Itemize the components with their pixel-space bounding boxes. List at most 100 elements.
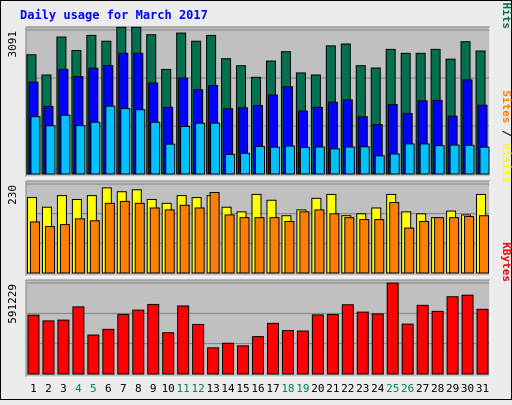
bottom-bar-kbytes-day-25 bbox=[386, 282, 399, 375]
day-label-29: 29 bbox=[446, 382, 459, 395]
middle-bar-sites-day-20 bbox=[314, 209, 325, 274]
middle-bar-sites-day-30 bbox=[464, 216, 475, 274]
middle-bar-sites-day-10 bbox=[164, 209, 175, 274]
top-bar-pages-day-12 bbox=[195, 122, 206, 175]
top-bar-pages-day-5 bbox=[90, 121, 101, 175]
day-label-31: 31 bbox=[476, 382, 489, 395]
top-bar-pages-day-10 bbox=[165, 143, 176, 175]
day-label-11: 11 bbox=[177, 382, 190, 395]
day-label-23: 23 bbox=[356, 382, 369, 395]
top-legend-separator: / bbox=[500, 0, 512, 3]
bottom-bar-kbytes-day-3 bbox=[57, 319, 70, 375]
chart-title: Daily usage for March 2017 bbox=[20, 8, 208, 22]
middle-legend-sites: Sites bbox=[500, 90, 512, 123]
bottom-bar-kbytes-day-19 bbox=[296, 330, 309, 375]
bottom-bar-kbytes-day-21 bbox=[326, 314, 339, 375]
bottom-bar-kbytes-day-22 bbox=[341, 304, 354, 375]
day-label-18: 18 bbox=[281, 382, 294, 395]
top-bar-pages-day-7 bbox=[120, 108, 131, 175]
top-max-label: 3091 bbox=[6, 31, 19, 58]
middle-bar-sites-day-3 bbox=[59, 224, 70, 274]
top-bar-pages-day-21 bbox=[329, 148, 340, 175]
top-bar-pages-day-16 bbox=[255, 146, 265, 175]
bottom-bar-kbytes-day-17 bbox=[266, 322, 279, 375]
bottom-bar-kbytes-day-6 bbox=[102, 328, 115, 375]
middle-bar-sites-day-31 bbox=[479, 215, 490, 274]
day-label-6: 6 bbox=[105, 382, 112, 395]
day-label-9: 9 bbox=[150, 382, 157, 395]
bottom-bar-kbytes-day-14 bbox=[222, 342, 235, 375]
day-label-25: 25 bbox=[386, 382, 399, 395]
middle-legend: Sites / Visits bbox=[500, 90, 512, 183]
bottom-bar-kbytes-day-26 bbox=[401, 323, 414, 375]
top-legend-hits: Hits bbox=[500, 3, 512, 30]
top-bar-pages-day-24 bbox=[374, 155, 385, 175]
bottom-bar-kbytes-day-15 bbox=[237, 345, 250, 375]
middle-max-label: 230 bbox=[6, 185, 19, 205]
middle-bar-sites-day-7 bbox=[119, 200, 130, 274]
middle-bar-sites-day-28 bbox=[434, 217, 445, 274]
top-bar-pages-day-3 bbox=[60, 114, 71, 175]
middle-bar-sites-day-11 bbox=[179, 204, 190, 274]
top-bar-pages-day-13 bbox=[210, 122, 221, 175]
middle-bar-sites-day-12 bbox=[194, 207, 205, 274]
bottom-legend-kbytes: KBytes bbox=[500, 242, 512, 282]
middle-bar-sites-day-14 bbox=[224, 214, 235, 274]
bottom-bar-kbytes-day-24 bbox=[371, 313, 384, 375]
day-label-10: 10 bbox=[162, 382, 175, 395]
top-legend: Pages / Files / Hits bbox=[500, 0, 512, 29]
middle-bar-sites-day-13 bbox=[209, 192, 220, 274]
day-label-13: 13 bbox=[206, 382, 219, 395]
middle-bar-sites-day-2 bbox=[44, 226, 55, 274]
day-label-2: 2 bbox=[45, 382, 52, 395]
bottom-bar-kbytes-day-28 bbox=[431, 310, 444, 375]
middle-bar-sites-day-15 bbox=[239, 217, 250, 274]
top-bar-pages-day-17 bbox=[269, 146, 280, 175]
bottom-bar-kbytes-day-8 bbox=[132, 309, 145, 375]
day-label-27: 27 bbox=[416, 382, 429, 395]
middle-bar-sites-day-27 bbox=[419, 221, 430, 274]
middle-bar-sites-day-19 bbox=[299, 211, 310, 274]
top-bar-pages-day-18 bbox=[284, 145, 295, 175]
day-label-14: 14 bbox=[221, 382, 235, 395]
bottom-legend: KBytes bbox=[500, 242, 512, 282]
bottom-bar-kbytes-day-12 bbox=[192, 323, 205, 375]
bottom-bar-kbytes-day-1 bbox=[27, 314, 40, 375]
bottom-bar-kbytes-day-4 bbox=[72, 306, 85, 375]
top-bar-pages-day-25 bbox=[389, 153, 400, 175]
top-bar-pages-day-6 bbox=[105, 105, 116, 175]
top-bar-pages-day-14 bbox=[225, 153, 236, 175]
top-bar-pages-day-23 bbox=[359, 146, 370, 175]
top-bar-pages-day-9 bbox=[150, 121, 161, 175]
middle-bar-sites-day-17 bbox=[269, 217, 280, 274]
bottom-bar-kbytes-day-31 bbox=[476, 308, 489, 375]
middle-legend-visits: Visits bbox=[500, 143, 512, 183]
bottom-bar-kbytes-day-13 bbox=[207, 347, 220, 375]
middle-bar-sites-day-9 bbox=[149, 207, 160, 274]
middle-bar-sites-day-26 bbox=[404, 227, 415, 274]
day-label-12: 12 bbox=[192, 382, 205, 395]
bottom-bar-kbytes-day-9 bbox=[147, 303, 160, 375]
day-label-1: 1 bbox=[30, 382, 37, 395]
middle-bar-sites-day-5 bbox=[89, 220, 100, 274]
top-bar-pages-day-2 bbox=[45, 125, 56, 175]
bottom-bar-kbytes-day-5 bbox=[87, 334, 100, 375]
day-label-7: 7 bbox=[120, 382, 127, 395]
day-label-22: 22 bbox=[341, 382, 354, 395]
bottom-bar-kbytes-day-23 bbox=[356, 311, 369, 375]
top-bar-pages-day-26 bbox=[404, 143, 415, 175]
middle-bar-sites-day-1 bbox=[29, 221, 40, 274]
middle-bar-sites-day-22 bbox=[344, 217, 355, 274]
middle-bar-sites-day-4 bbox=[74, 218, 85, 274]
top-bar-pages-day-15 bbox=[240, 152, 251, 175]
bottom-bar-kbytes-day-7 bbox=[117, 313, 130, 375]
middle-bar-sites-day-25 bbox=[389, 202, 400, 274]
day-label-20: 20 bbox=[311, 382, 324, 395]
middle-legend-separator: / bbox=[500, 123, 512, 143]
top-bar-pages-day-29 bbox=[449, 144, 460, 175]
middle-bar-sites-day-24 bbox=[374, 219, 385, 274]
top-bar-pages-day-20 bbox=[314, 146, 325, 175]
top-bar-pages-day-11 bbox=[180, 125, 191, 175]
